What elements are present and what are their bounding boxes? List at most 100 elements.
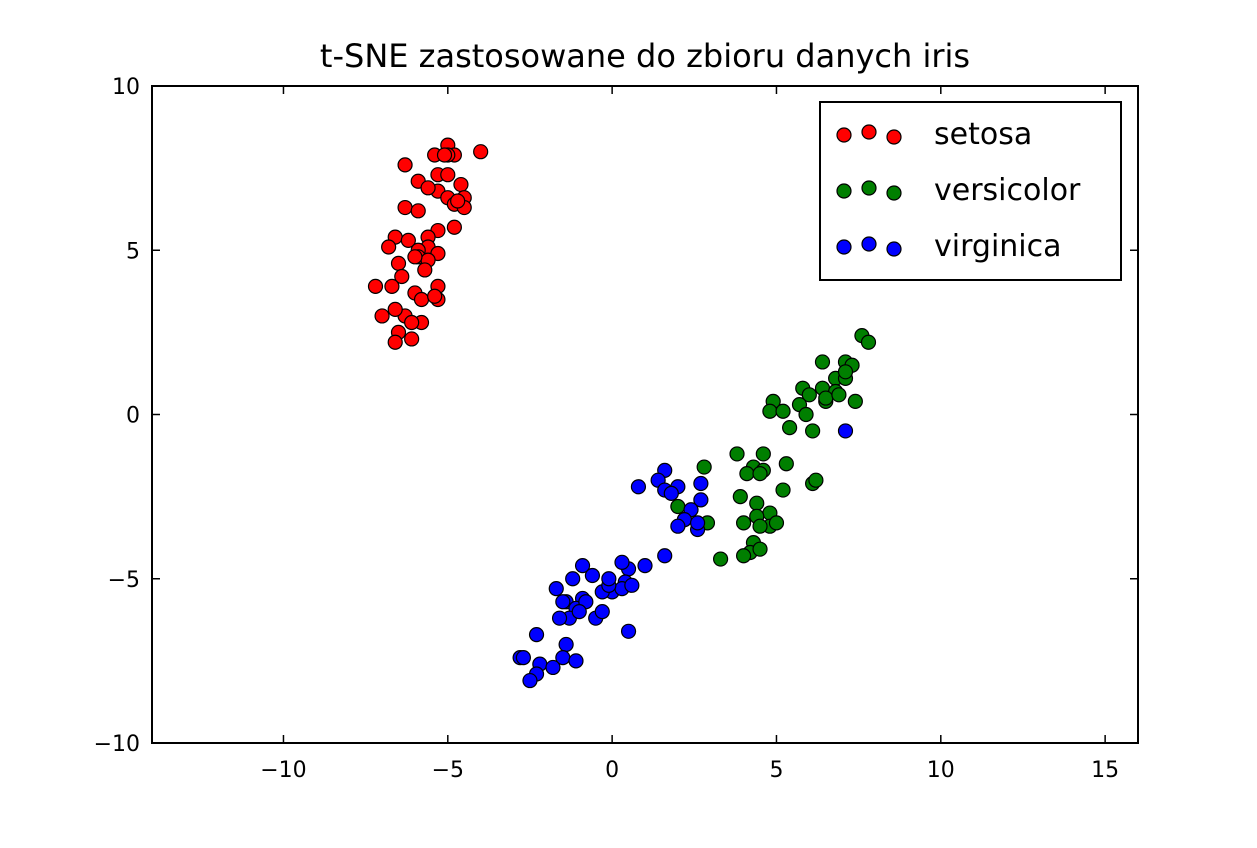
point-setosa [453,176,469,193]
x-tick-label: 0 [605,758,619,783]
point-virginica [657,548,673,564]
legend-label-virginica: virginica [934,229,1062,264]
point-versicolor [775,403,791,419]
point-setosa [381,239,397,255]
point-versicolor [762,403,778,419]
point-setosa [413,291,430,308]
point-setosa [400,232,416,248]
point-virginica [555,594,571,610]
point-versicolor [798,406,814,423]
point-virginica [689,515,706,531]
x-tick-label: 10 [927,758,955,783]
point-versicolor [775,482,791,498]
legend: setosa versicolor virginica [819,101,1122,281]
point-virginica [551,610,568,626]
y-tick-label: −5 [108,568,140,593]
legend-marker-versicolor [861,180,877,196]
point-setosa [446,219,462,235]
point-virginica [584,567,601,584]
point-virginica [620,623,637,639]
point-versicolor [752,541,768,557]
point-virginica [594,603,610,620]
chart-title: t-SNE zastosowane do zbioru danych iris [319,37,971,75]
point-setosa [387,334,403,350]
point-virginica [693,475,709,492]
point-setosa [440,167,456,183]
point-versicolor [732,489,748,505]
point-virginica [637,558,653,574]
point-setosa [410,203,426,219]
y-tick-label: 10 [112,75,140,100]
point-virginica [558,636,574,653]
y-tick-label: 5 [126,239,140,264]
point-virginica [571,603,587,620]
legend-marker-virginica [836,239,852,255]
point-versicolor [768,515,785,531]
y-tick-label: 0 [126,404,140,429]
point-virginica [663,485,679,501]
point-setosa [390,255,407,271]
point-versicolor [752,466,768,482]
point-versicolor [749,495,765,511]
point-setosa [473,144,489,160]
point-setosa [420,180,436,196]
point-setosa [427,288,443,304]
point-versicolor [808,472,824,488]
point-setosa [436,147,453,163]
legend-label-versicolor: versicolor [934,173,1081,208]
x-tick-label: 15 [1091,758,1119,783]
point-virginica [630,479,647,495]
point-setosa [394,268,410,285]
point-versicolor [860,334,877,350]
plot-frame [151,85,1139,744]
legend-marker-virginica [886,241,902,257]
point-versicolor [696,459,712,475]
point-setosa [397,157,413,173]
legend-marker-setosa [886,129,902,145]
point-versicolor [729,446,745,462]
point-setosa [450,193,466,209]
point-virginica [670,518,686,534]
point-virginica [515,649,531,666]
point-virginica [601,571,617,587]
ticks-layer: −10 −5 0 5 10 15 −10 −5 0 5 10 [94,75,1138,783]
point-virginica [568,653,584,669]
x-tick-label: −10 [260,758,306,783]
point-virginica [614,554,630,570]
x-tick-label: −5 [432,758,464,783]
point-versicolor [755,446,771,462]
point-versicolor [752,518,768,534]
legend-markers [836,124,902,257]
point-virginica [837,423,854,439]
point-setosa [384,278,400,294]
point-versicolor [712,551,729,567]
point-setosa [367,278,384,294]
point-virginica [548,581,564,597]
point-versicolor [670,498,686,515]
legend-marker-virginica [861,236,877,252]
point-virginica [528,626,545,643]
point-versicolor [814,354,831,370]
legend-marker-setosa [836,127,852,143]
point-virginica [624,577,640,593]
point-setosa [397,199,413,216]
point-versicolor [831,387,847,403]
legend-marker-setosa [861,124,877,140]
point-versicolor [735,548,752,564]
point-versicolor [818,390,834,406]
point-virginica [522,672,538,689]
point-versicolor [739,466,755,482]
point-setosa [417,262,433,278]
point-virginica [693,492,709,508]
point-versicolor [847,393,863,409]
y-tick-label: −10 [94,732,140,757]
point-versicolor [801,387,817,403]
point-setosa [374,308,390,324]
legend-marker-versicolor [886,185,902,201]
point-setosa [404,331,420,347]
point-versicolor [778,456,794,472]
legend-marker-versicolor [836,183,852,199]
point-setosa [407,249,423,265]
